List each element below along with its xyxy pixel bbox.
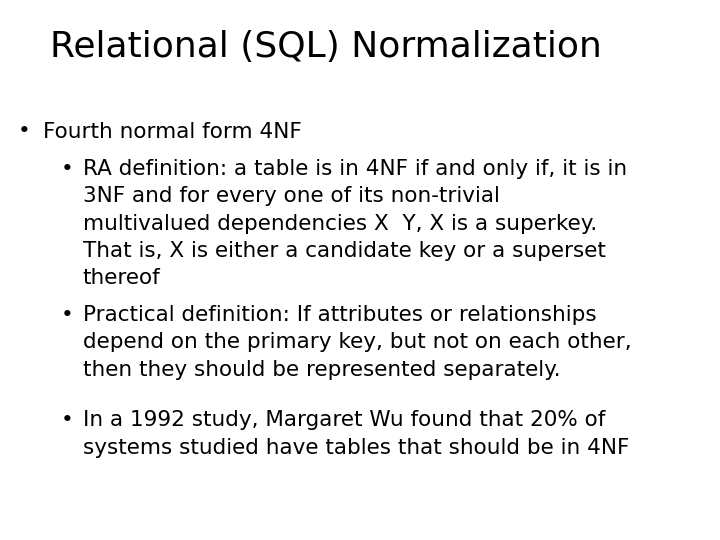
Text: •: • — [18, 122, 31, 141]
Text: •: • — [61, 305, 74, 325]
Text: Fourth normal form 4NF: Fourth normal form 4NF — [43, 122, 302, 141]
Text: Practical definition: If attributes or relationships
depend on the primary key, : Practical definition: If attributes or r… — [83, 305, 631, 380]
Text: RA definition: a table is in 4NF if and only if, it is in
3NF and for every one : RA definition: a table is in 4NF if and … — [83, 159, 627, 288]
Text: In a 1992 study, Margaret Wu found that 20% of
systems studied have tables that : In a 1992 study, Margaret Wu found that … — [83, 410, 629, 457]
Text: Relational (SQL) Normalization: Relational (SQL) Normalization — [50, 30, 602, 64]
Text: •: • — [61, 159, 74, 179]
Text: •: • — [61, 410, 74, 430]
